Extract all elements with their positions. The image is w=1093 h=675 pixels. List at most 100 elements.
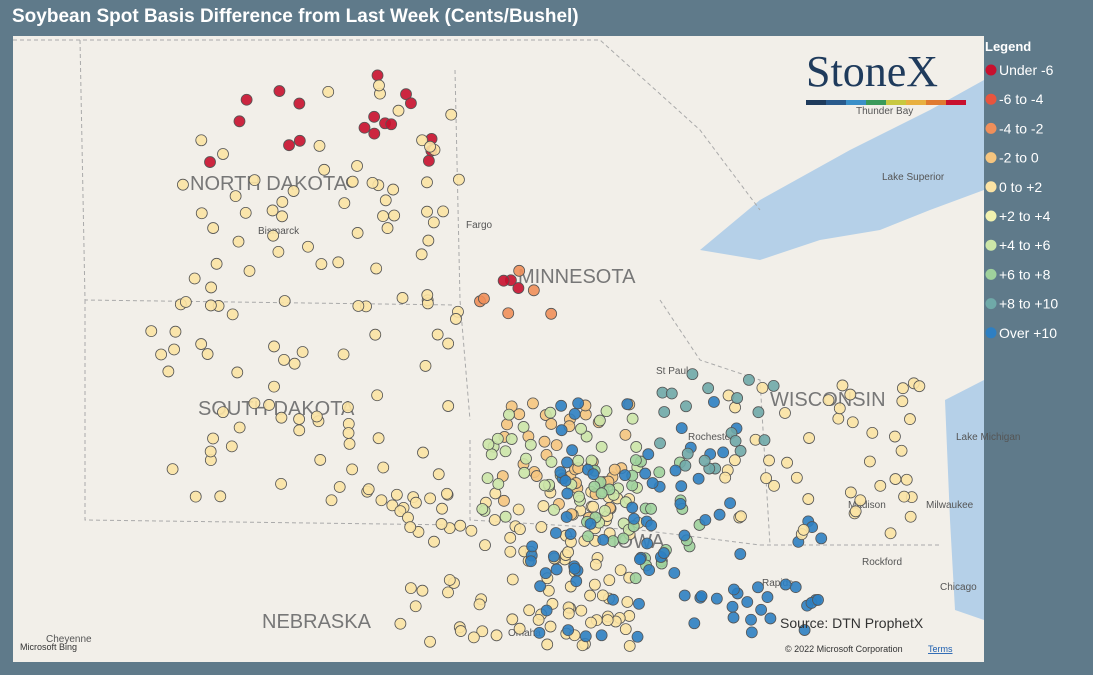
location-dot <box>669 464 682 477</box>
location-dot <box>658 406 671 418</box>
location-dot <box>217 148 229 160</box>
logo-bar <box>846 100 866 105</box>
location-dot <box>668 567 681 579</box>
location-dot <box>169 325 182 338</box>
location-dot <box>424 140 436 153</box>
location-dot <box>833 402 846 415</box>
legend-swatch <box>985 210 997 222</box>
location-dot <box>421 205 433 218</box>
location-dot <box>498 494 510 507</box>
location-dot <box>743 373 755 386</box>
location-dot <box>454 519 467 532</box>
location-dot <box>802 493 815 505</box>
location-dot <box>366 176 379 189</box>
legend-swatch <box>985 268 997 280</box>
location-dot <box>729 435 742 447</box>
location-dot <box>695 590 708 603</box>
legend-label: Under -6 <box>999 62 1054 78</box>
location-dot <box>607 535 619 547</box>
state-label: NEBRASKA <box>262 611 372 633</box>
logo-bar <box>906 100 926 105</box>
location-dot <box>675 422 688 435</box>
location-dot <box>630 454 642 467</box>
location-dot <box>597 533 610 546</box>
legend-label: +6 to +8 <box>999 266 1051 282</box>
location-dot <box>437 205 449 218</box>
location-dot <box>210 257 223 270</box>
location-dot <box>275 477 287 490</box>
location-dot <box>678 529 691 542</box>
location-dot <box>322 85 335 98</box>
location-dot <box>681 447 694 460</box>
place-label: St Paul <box>656 366 688 377</box>
location-dot <box>325 494 338 507</box>
location-dot <box>388 209 401 222</box>
location-dot <box>555 424 568 437</box>
logo: StoneX <box>806 47 938 96</box>
location-dot <box>544 406 557 419</box>
location-dot <box>545 307 558 320</box>
location-dot <box>465 524 478 537</box>
borders <box>13 39 940 546</box>
location-dot <box>267 229 280 242</box>
legend-swatch <box>985 122 997 134</box>
location-dot <box>562 624 575 637</box>
location-dot <box>379 194 392 207</box>
logo-bar <box>946 100 966 105</box>
location-dot <box>482 438 495 451</box>
copyright: © 2022 Microsoft Corporation <box>785 644 903 654</box>
location-dot <box>849 505 862 518</box>
location-dot <box>377 461 390 474</box>
location-dot <box>584 517 597 530</box>
location-dot <box>734 445 747 457</box>
location-dot <box>373 79 385 92</box>
location-dot <box>566 444 579 457</box>
location-dot <box>630 441 643 453</box>
location-dot <box>728 454 741 467</box>
location-dot <box>884 527 897 540</box>
location-dot <box>561 456 573 469</box>
legend-label: 0 to +2 <box>999 179 1042 195</box>
location-dot <box>599 504 611 517</box>
location-dot <box>898 490 910 503</box>
location-dot <box>658 547 670 559</box>
legend-swatch <box>985 181 997 193</box>
location-dot <box>550 527 562 539</box>
location-dot <box>588 578 601 591</box>
legend-title: Legend <box>985 39 1031 54</box>
location-dot <box>623 610 636 622</box>
terms[interactable]: Terms <box>928 644 953 654</box>
place-label: Lake Michigan <box>956 432 1020 443</box>
location-dot <box>337 348 350 361</box>
location-dot <box>513 622 526 635</box>
location-dot <box>266 204 279 217</box>
location-dot <box>895 444 908 457</box>
location-dot <box>645 519 658 532</box>
location-dot <box>512 282 525 294</box>
location-dot <box>386 499 399 512</box>
location-dot <box>538 435 551 448</box>
location-dot <box>559 474 572 487</box>
location-dot <box>229 190 242 203</box>
location-dot <box>275 411 288 424</box>
location-dot <box>372 432 385 445</box>
location-dot <box>368 110 381 123</box>
location-dot <box>619 623 632 636</box>
location-dot <box>745 626 758 639</box>
location-dot <box>394 505 407 517</box>
location-dot <box>351 160 363 172</box>
place-label: Fargo <box>466 220 493 231</box>
location-dot <box>587 468 600 481</box>
location-dot <box>422 234 435 247</box>
location-dot <box>435 518 448 530</box>
location-dot <box>626 479 639 492</box>
location-dot <box>502 307 515 320</box>
location-dot <box>575 422 587 435</box>
location-dot <box>272 245 285 258</box>
location-dot <box>570 575 583 588</box>
location-dot <box>358 121 371 134</box>
location-dot <box>442 337 455 350</box>
location-dot <box>555 399 568 412</box>
location-dot <box>332 256 345 269</box>
location-dot <box>628 512 640 525</box>
